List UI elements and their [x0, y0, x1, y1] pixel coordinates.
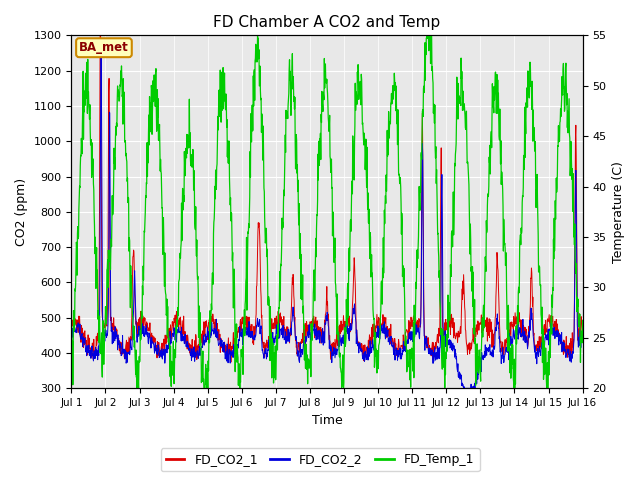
FD_CO2_1 — [182, 332, 189, 337]
FD_Temp_1 — [182, 161, 189, 167]
Y-axis label: CO2 (ppm): CO2 (ppm) — [15, 178, 28, 246]
Line: FD_Temp_1: FD_Temp_1 — [72, 36, 582, 388]
FD_CO2_1 — [519, 333, 527, 339]
Text: BA_met: BA_met — [79, 41, 129, 54]
Legend: FD_CO2_1, FD_CO2_2, FD_Temp_1: FD_CO2_1, FD_CO2_2, FD_Temp_1 — [161, 448, 479, 471]
Y-axis label: Temperature (C): Temperature (C) — [612, 161, 625, 263]
Title: FD Chamber A CO2 and Temp: FD Chamber A CO2 and Temp — [213, 15, 440, 30]
FD_Temp_1 — [407, 384, 415, 390]
FD_Temp_1 — [169, 361, 177, 367]
FD_CO2_2 — [519, 329, 527, 335]
FD_CO2_1 — [97, 20, 104, 26]
FD_Temp_1 — [253, 33, 261, 38]
FD_CO2_2 — [406, 333, 414, 339]
FD_Temp_1 — [474, 367, 481, 373]
Line: FD_CO2_1: FD_CO2_1 — [72, 23, 582, 362]
FD_Temp_1 — [519, 192, 527, 198]
X-axis label: Time: Time — [312, 414, 342, 427]
FD_Temp_1 — [239, 344, 246, 350]
FD_Temp_1 — [579, 318, 586, 324]
FD_CO2_2 — [182, 336, 189, 342]
FD_CO2_1 — [579, 325, 586, 331]
FD_CO2_2 — [474, 369, 481, 375]
FD_Temp_1 — [133, 385, 141, 391]
FD_CO2_2 — [169, 330, 177, 336]
FD_CO2_1 — [169, 319, 177, 325]
FD_Temp_1 — [68, 324, 76, 329]
FD_CO2_2 — [239, 342, 246, 348]
FD_CO2_1 — [407, 326, 415, 332]
FD_CO2_2 — [68, 342, 76, 348]
FD_CO2_2 — [579, 332, 586, 338]
FD_CO2_1 — [239, 314, 247, 320]
FD_CO2_1 — [227, 359, 235, 365]
FD_CO2_2 — [97, 46, 105, 51]
FD_CO2_1 — [474, 331, 481, 337]
Line: FD_CO2_2: FD_CO2_2 — [72, 48, 582, 388]
FD_CO2_2 — [460, 385, 467, 391]
FD_CO2_1 — [68, 312, 76, 317]
